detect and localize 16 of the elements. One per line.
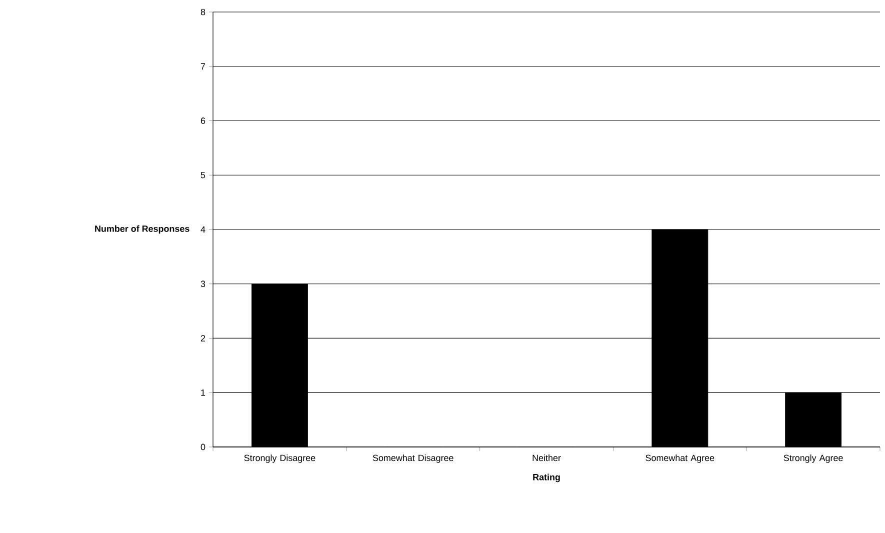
y-tick-label: 7 [200,63,206,70]
x-tick-label: Somewhat Disagree [372,454,454,463]
y-tick-label: 2 [200,335,206,342]
x-axis-title: Rating [533,474,560,482]
x-tick-label: Neither [532,454,561,462]
x-tick-label: Somewhat Agree [646,454,714,463]
y-tick-label: 6 [200,118,206,124]
y-tick-label: 0 [200,444,206,450]
x-tick-label: Strongly Agree [784,454,843,463]
y-tick-label: 5 [200,172,206,178]
x-tick-label: Strongly Disagree [244,454,316,463]
y-tick-label: 4 [200,226,206,233]
y-tick-label: 1 [201,390,206,396]
y-tick-label: 3 [200,280,206,288]
y-tick-label: 8 [200,8,206,16]
y-axis-title: Number of Responses [95,225,190,234]
